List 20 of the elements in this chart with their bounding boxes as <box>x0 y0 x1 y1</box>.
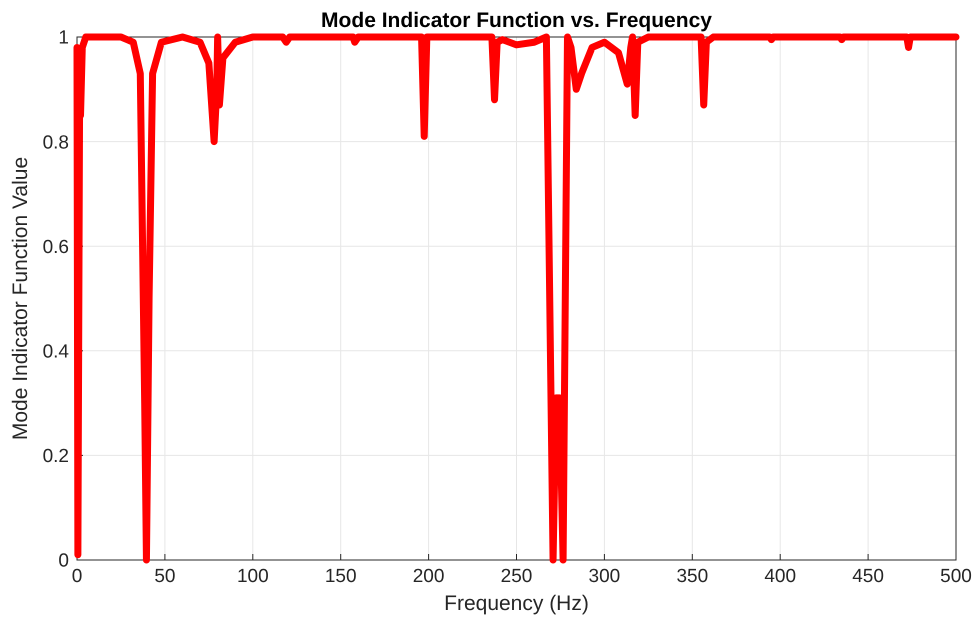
x-tick-label: 0 <box>72 566 82 587</box>
y-tick-label: 0.2 <box>42 446 69 468</box>
y-tick-label: 0 <box>58 550 69 572</box>
y-tick-label: 1 <box>58 28 69 49</box>
y-tick-label: 0.8 <box>42 132 69 154</box>
x-tick-label: 400 <box>764 566 796 587</box>
x-tick-label: 200 <box>412 566 444 587</box>
x-tick-label: 300 <box>588 566 620 587</box>
x-tick-label: 100 <box>236 566 269 587</box>
y-axis-title: Mode Indicator Function Value <box>9 156 32 440</box>
x-axis-title: Frequency (Hz) <box>444 592 589 615</box>
x-tick-label: 500 <box>940 566 972 587</box>
chart-title: Mode Indicator Function vs. Frequency <box>321 9 712 32</box>
x-tick-label: 250 <box>500 566 532 587</box>
x-tick-label: 150 <box>324 566 357 587</box>
x-tick-label: 50 <box>154 566 176 587</box>
x-tick-label: 450 <box>852 566 884 587</box>
y-tick-label: 0.4 <box>42 341 70 362</box>
x-tick-label: 350 <box>676 566 708 587</box>
y-tick-label: 0.6 <box>42 236 69 258</box>
